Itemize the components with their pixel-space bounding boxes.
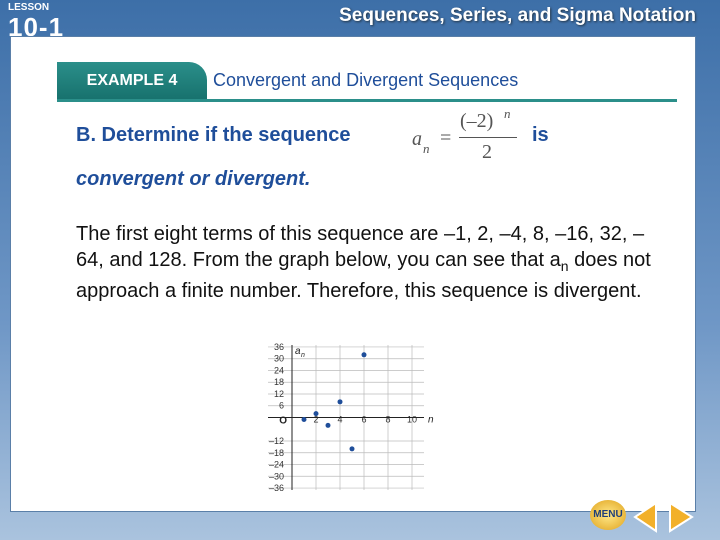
- data-point: [301, 416, 307, 422]
- nav-arrows: [633, 501, 694, 533]
- formula-num: (–2): [460, 110, 494, 132]
- y-axis-label-sub: n: [301, 352, 305, 359]
- prev-button[interactable]: [633, 501, 657, 533]
- y-tick-label: –12: [269, 436, 284, 446]
- y-tick-label: 30: [274, 354, 284, 364]
- formula-eq: =: [440, 127, 452, 149]
- menu-button[interactable]: MENU: [590, 500, 626, 530]
- x-axis-label: n: [428, 415, 434, 426]
- data-point: [325, 422, 331, 428]
- lesson-word: LESSON: [8, 2, 50, 13]
- formula-den: 2: [482, 141, 492, 163]
- data-point: [349, 446, 355, 452]
- example-title: Convergent and Divergent Sequences: [213, 70, 519, 90]
- example-label: EXAMPLE 4: [57, 62, 207, 100]
- data-point: [337, 399, 343, 405]
- data-point: [313, 411, 319, 417]
- answer: The first eight terms of this sequence a…: [76, 222, 668, 305]
- answer-sub: n: [560, 257, 569, 274]
- question-tail: is: [532, 124, 549, 146]
- fraction-bar: [459, 137, 517, 138]
- formula: a n = (–2) n 2: [412, 106, 522, 168]
- y-tick-label: –36: [269, 483, 284, 493]
- origin-label: O: [279, 416, 287, 427]
- x-tick-label: 8: [385, 415, 390, 425]
- x-tick-label: 10: [407, 415, 417, 425]
- y-axis-label: a: [295, 346, 301, 357]
- x-tick-label: 6: [361, 415, 366, 425]
- y-tick-label: –18: [269, 448, 284, 458]
- formula-a: a: [412, 128, 422, 150]
- y-tick-label: 24: [274, 365, 284, 375]
- y-tick-label: –24: [269, 460, 284, 470]
- formula-exp: n: [504, 106, 511, 121]
- formula-sub: n: [423, 141, 430, 156]
- rule: [57, 99, 677, 102]
- answer-text: The first eight terms of this sequence a…: [76, 223, 645, 271]
- x-tick-label: 4: [337, 415, 342, 425]
- data-point: [361, 352, 367, 358]
- answer-text: does not approach a finite number. There…: [76, 248, 651, 303]
- content-panel: [10, 36, 696, 512]
- y-tick-label: 36: [274, 342, 284, 352]
- y-tick-label: 18: [274, 377, 284, 387]
- question-line2: convergent or divergent.: [76, 168, 311, 190]
- lesson-title: Sequences, Series, and Sigma Notation: [339, 5, 696, 26]
- y-tick-label: 12: [274, 389, 284, 399]
- next-button[interactable]: [669, 501, 694, 533]
- x-tick-label: 2: [313, 415, 318, 425]
- question-lead: B. Determine if the sequence: [76, 124, 351, 146]
- y-tick-label: –30: [269, 471, 284, 481]
- y-tick-label: 6: [279, 401, 284, 411]
